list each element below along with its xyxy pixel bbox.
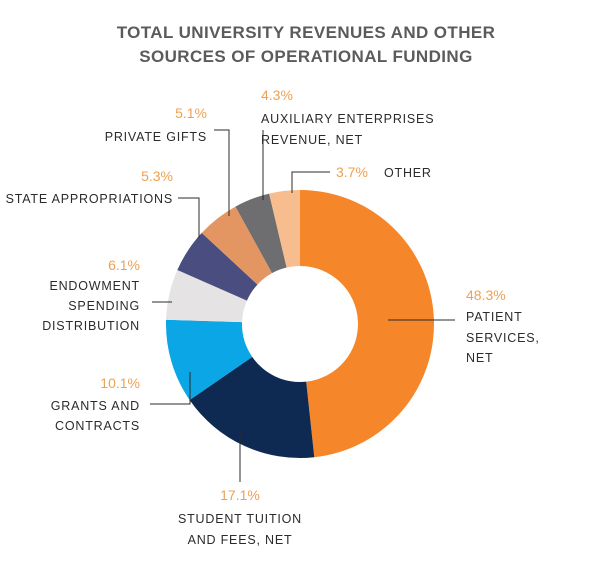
chart-title-line-1: TOTAL UNIVERSITY REVENUES AND OTHER (117, 23, 496, 42)
category-label-patient-services-net-line-3: NET (466, 351, 493, 365)
category-label-grants-and-contracts-line-1: GRANTS AND (51, 399, 140, 413)
category-label-endowment-spending-distribution-line-1: ENDOWMENT (49, 279, 140, 293)
percent-label-grants-and-contracts: 10.1% (100, 375, 140, 391)
percent-label-state-appropriations: 5.3% (141, 168, 173, 184)
percent-label-auxiliary-enterprises-revenue-net: 4.3% (261, 87, 293, 103)
slice-endowment-spending-distribution (166, 270, 247, 323)
category-label-endowment-spending-distribution-line-3: DISTRIBUTION (42, 319, 140, 333)
percent-label-endowment-spending-distribution: 6.1% (108, 257, 140, 273)
slice-student-tuition-and-fees-net (189, 356, 315, 458)
category-label-private-gifts-line-1: PRIVATE GIFTS (105, 130, 207, 144)
percent-label-private-gifts: 5.1% (175, 105, 207, 121)
chart-title-line-2: SOURCES OF OPERATIONAL FUNDING (139, 47, 472, 66)
leader-line-other (291, 171, 330, 193)
category-label-state-appropriations-line-1: STATE APPROPRIATIONS (6, 192, 173, 206)
category-label-patient-services-net-line-1: PATIENT (466, 310, 523, 324)
percent-label-patient-services-net: 48.3% (466, 287, 506, 303)
slice-auxiliary-enterprises-revenue-net (235, 193, 287, 274)
slice-labels: 48.3% PATIENT SERVICES, NET 17.1% STUDENT TUI… (6, 87, 540, 547)
leader-line-private-gifts (214, 129, 230, 216)
leader-line-grants-and-contracts (150, 372, 191, 405)
category-label-patient-services-net-line-2: SERVICES, (466, 331, 540, 345)
slice-state-appropriations (177, 232, 258, 301)
slice-private-gifts (201, 206, 273, 285)
percent-label-other: 3.7% (336, 164, 368, 180)
donut-slices (165, 190, 434, 458)
leader-line-state-appropriations (178, 197, 200, 238)
slice-grants-and-contracts (165, 319, 253, 401)
category-label-student-tuition-and-fees-net-line-1: STUDENT TUITION (178, 512, 302, 526)
leader-lines (150, 129, 455, 482)
category-label-auxiliary-enterprises-revenue-net-line-2: REVENUE, NET (261, 133, 363, 147)
percent-label-student-tuition-and-fees-net: 17.1% (220, 487, 260, 503)
slice-other (269, 190, 300, 268)
category-label-auxiliary-enterprises-revenue-net-line-1: AUXILIARY ENTERPRISES (261, 112, 434, 126)
category-label-student-tuition-and-fees-net-line-2: AND FEES, NET (188, 533, 293, 547)
category-label-grants-and-contracts-line-2: CONTRACTS (55, 419, 140, 433)
category-label-endowment-spending-distribution-line-2: SPENDING (68, 299, 140, 313)
category-label-other: OTHER (384, 166, 432, 180)
slice-patient-services-net (300, 190, 434, 458)
